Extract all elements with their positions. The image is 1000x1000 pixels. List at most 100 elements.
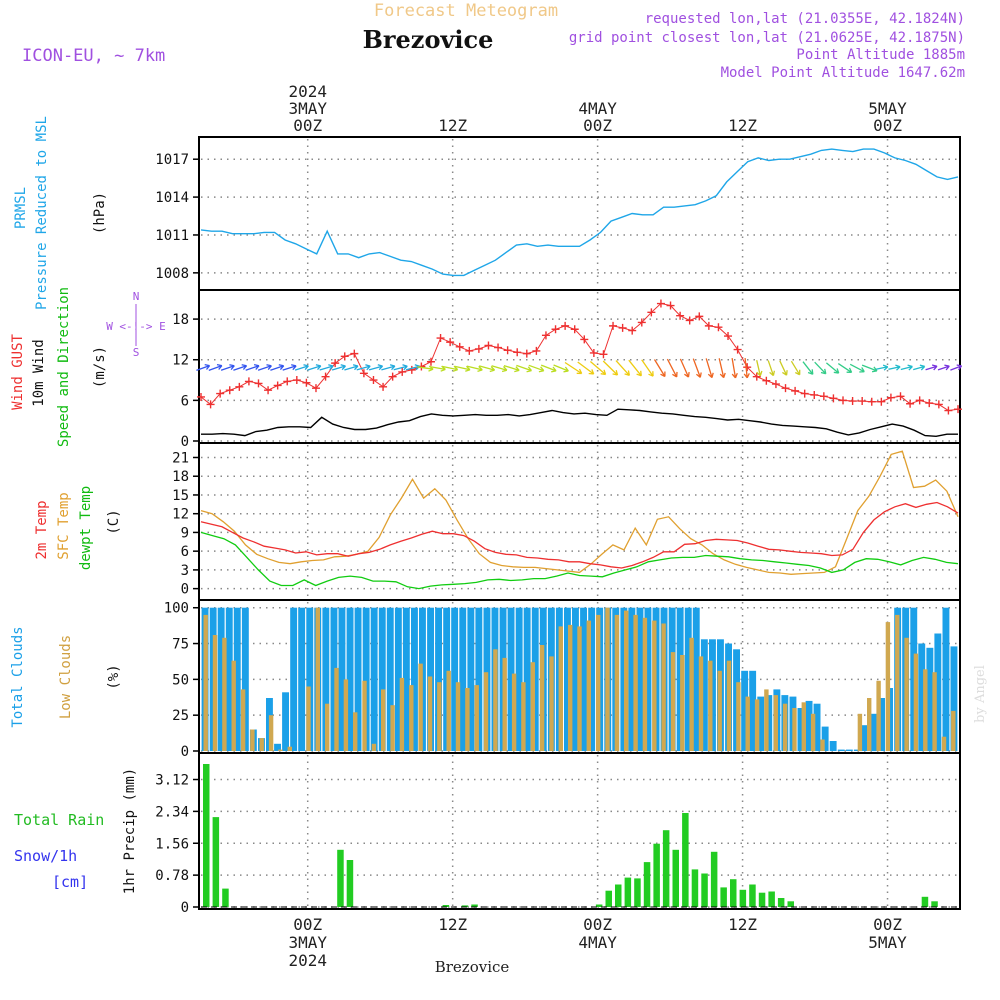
precip-frame [198, 752, 961, 910]
total-cloud-bar [290, 607, 298, 751]
total-cloud-bar [225, 607, 233, 751]
gust-marker [561, 321, 570, 330]
gust-marker [637, 318, 646, 327]
gust-marker [254, 379, 263, 388]
bottom-tick-label: 4MAY [578, 933, 617, 952]
total-cloud-bar [435, 607, 442, 751]
total-cloud-bar [362, 607, 370, 751]
top-tick-label: 00Z [873, 116, 902, 135]
low-cloud-bar [932, 672, 937, 751]
wind-direction-arrow [802, 361, 814, 375]
total-cloud-bar [757, 696, 765, 751]
precip-tick-label: 0 [181, 900, 189, 916]
pressure-label-2: Pressure Reduced to MSL [34, 116, 50, 310]
bottom-tick-label: 5MAY [868, 933, 907, 952]
gust-marker [484, 341, 493, 350]
wind-direction-arrow [875, 364, 889, 371]
total-cloud-bar [692, 607, 700, 751]
pressure-tick-label: 1011 [155, 228, 189, 244]
wind-direction-arrow [282, 364, 297, 371]
clouds-panel: Total Clouds Low Clouds (%) by Angel 0 25… [10, 599, 988, 760]
gust-marker [599, 350, 608, 359]
gust-marker [206, 400, 215, 409]
rain-bar [730, 879, 737, 907]
low-cloud-bar [287, 746, 292, 751]
gust-marker [474, 344, 483, 353]
wind-direction-arrow [767, 360, 776, 377]
precip-panel: Total Rain Snow/1h [cm] 1hr Precip (mm) … [14, 752, 961, 916]
bottom-tick-label: 12Z [728, 915, 757, 934]
low-cloud-bar [371, 743, 377, 751]
total-cloud-bar [813, 703, 821, 751]
wind-direction-arrow [220, 364, 235, 371]
rain-bar [624, 877, 632, 907]
gust-marker [743, 363, 752, 372]
total-cloud-bar [628, 607, 636, 751]
wind-tick-label: 6 [181, 393, 189, 409]
total-cloud-bar [507, 607, 515, 751]
gust-marker [331, 359, 340, 368]
total-cloud-bar [451, 607, 459, 751]
temperature-tick-label: 15 [172, 488, 189, 504]
total-cloud-bar [700, 639, 708, 752]
low-cloud-bar [876, 680, 881, 751]
total-cloud-bar [870, 713, 877, 752]
top-tick-label: 00Z [293, 116, 322, 135]
point-altitude: Point Altitude 1885m [796, 47, 965, 63]
rain-bar [605, 890, 612, 907]
wind-direction-arrow [790, 360, 801, 376]
total-cloud-bar [926, 647, 934, 751]
rain-bar [739, 889, 747, 907]
temperature-tick-label: 0 [181, 582, 189, 598]
gust-marker [925, 399, 934, 408]
gust-marker [513, 348, 522, 357]
total-cloud-bar [338, 607, 346, 751]
gust-marker [915, 396, 924, 405]
bottom-tick-label: 00Z [293, 915, 322, 934]
gust-marker [197, 392, 205, 401]
low-cloud-bar [399, 677, 405, 751]
total-cloud-bar [950, 646, 958, 751]
low-cloud-bar [343, 679, 349, 751]
total-cloud-bar [878, 698, 885, 751]
rain-bar [787, 901, 794, 907]
rain-bar [461, 905, 469, 907]
total-cloud-bar [805, 700, 813, 751]
gust-marker [570, 325, 579, 334]
total-cloud-bar [741, 670, 749, 751]
gust-marker [503, 346, 512, 355]
gust-marker [762, 376, 771, 385]
wind-direction-arrow [615, 360, 631, 377]
rain-bar [203, 764, 210, 907]
bottom-tick-label: 00Z [873, 915, 902, 934]
wind-direction-arrow [825, 362, 840, 374]
wind-direction-arrow [779, 360, 788, 376]
low-cloud-bar [203, 614, 208, 751]
top-tick-label: 4MAY [578, 99, 617, 118]
gust-marker [609, 321, 618, 330]
wind-label-2: 10m Wind [31, 339, 47, 406]
low-cloud-bar [614, 614, 620, 751]
gust-marker [685, 316, 694, 325]
gust-marker [436, 334, 445, 343]
location-title: Brezovice [363, 25, 494, 54]
low-cloud-bar [409, 685, 414, 751]
low-cloud-bar [446, 670, 451, 751]
precip-unit: 1hr Precip (mm) [122, 768, 138, 894]
wind-direction-arrow [319, 364, 334, 371]
wind-direction-arrow [913, 364, 926, 371]
model-label: ICON-EU, ~ 7km [22, 46, 165, 66]
rain-bar [662, 830, 670, 907]
wind-direction-arrow [196, 363, 211, 372]
total-cloud-bar [411, 607, 418, 751]
total-cloud-bar [862, 725, 869, 751]
low-cloud-bar [437, 682, 442, 751]
gust-marker [359, 369, 368, 378]
total-cloud-bar [765, 695, 773, 751]
total-cloud-bar [475, 607, 483, 751]
gust-marker [369, 376, 378, 385]
total-cloud-bar [515, 607, 523, 751]
low-cloud-bar [661, 623, 666, 751]
total-cloud-bar [459, 607, 467, 751]
